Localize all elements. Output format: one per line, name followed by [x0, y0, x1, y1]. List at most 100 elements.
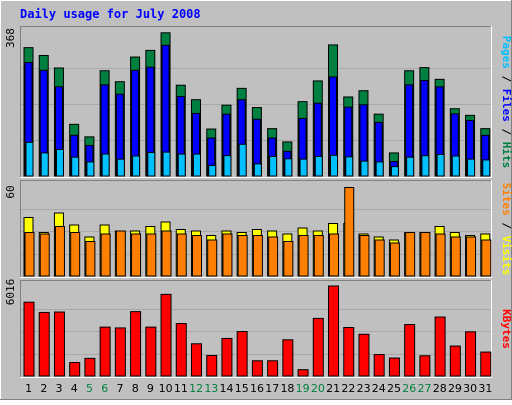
kbytes-bar — [251, 360, 263, 377]
x-day-label: 17 — [265, 382, 279, 395]
kbytes-panel: 6016 KBytes — [4, 279, 512, 378]
sites-bar — [70, 232, 81, 277]
pages-bar — [375, 161, 384, 177]
x-day-label: 13 — [204, 382, 218, 395]
x-day-label: 19 — [296, 382, 310, 395]
hits-panel-side-label-part: Pages — [500, 36, 512, 69]
pages-bar — [177, 153, 186, 177]
sites-bar — [176, 233, 187, 277]
x-day-label: 12 — [189, 382, 203, 395]
pages-bar — [40, 152, 49, 177]
x-day-label: 26 — [402, 382, 416, 395]
x-day-label: 6 — [101, 382, 108, 395]
kbytes-bar — [190, 343, 202, 377]
visits-panel-side-label-part: Sites — [500, 183, 512, 216]
x-day-label: 28 — [433, 382, 447, 395]
kbytes-bar — [358, 333, 370, 377]
x-day-label: 18 — [280, 382, 294, 395]
sites-bar — [329, 233, 340, 277]
sites-bar — [222, 233, 233, 277]
hits-panel-side-label-part: Files — [500, 89, 512, 122]
sites-bar — [100, 233, 111, 277]
kbytes-panel-side-label-part: KBytes — [500, 309, 512, 349]
pages-bar — [86, 161, 95, 177]
kbytes-bar — [145, 326, 157, 377]
kbytes-bar — [23, 301, 35, 377]
sites-bar — [85, 241, 96, 277]
x-day-label: 4 — [71, 382, 78, 395]
pages-bar — [25, 141, 34, 177]
pages-bar — [390, 166, 399, 177]
sites-bar — [161, 230, 172, 277]
pages-bar — [482, 159, 491, 177]
sites-bar — [252, 235, 263, 277]
x-day-label: 16 — [250, 382, 264, 395]
sites-bar — [466, 236, 477, 277]
x-day-label: 30 — [463, 382, 477, 395]
sites-bar — [435, 233, 446, 277]
pages-bar — [284, 158, 293, 177]
x-day-label: 29 — [448, 382, 462, 395]
x-day-label: 8 — [132, 382, 139, 395]
x-day-label: 11 — [174, 382, 188, 395]
hits-panel-side-label-part: Hits — [500, 142, 512, 169]
kbytes-bar — [130, 311, 142, 377]
x-day-label: 3 — [56, 382, 63, 395]
pages-bar — [330, 154, 339, 177]
kbytes-bar — [282, 339, 294, 377]
pages-bar — [467, 158, 476, 177]
kbytes-bar — [84, 357, 96, 377]
pages-bar — [147, 152, 156, 177]
kbytes-bar — [373, 354, 385, 377]
kbytes-bar — [160, 293, 172, 377]
sites-bar — [146, 233, 157, 277]
kbytes-bar — [343, 327, 355, 377]
pages-bar — [436, 153, 445, 177]
kbytes-bar — [434, 316, 446, 377]
sites-bar — [283, 241, 294, 277]
x-day-label: 5 — [86, 382, 93, 395]
sites-bar — [54, 226, 65, 277]
hits-panel-side-label: Pages / Files / Hits — [500, 36, 512, 169]
sites-bar — [24, 232, 35, 277]
sites-bar — [39, 233, 50, 277]
kbytes-bar — [312, 317, 324, 377]
x-day-label: 7 — [116, 382, 123, 395]
kbytes-bar — [465, 331, 477, 377]
sites-bar — [374, 239, 385, 277]
hits-panel-side-label-part: / — [500, 69, 512, 89]
visits-panel-side-label-part: / — [500, 216, 512, 236]
x-axis-day-labels: 1 2 3 4 5 6 7 8 9 10 11 12 13 14 15 16 17 18 19 20 21 22 23 24 2… — [25, 382, 492, 395]
sites-bar — [359, 235, 370, 277]
kbytes-bar — [69, 362, 81, 377]
pages-bar — [406, 156, 415, 177]
pages-bar — [101, 153, 110, 177]
hits-panel-side-label-part: / — [500, 122, 512, 142]
visits-panel-ymax-label: 60 — [4, 185, 17, 198]
pages-bar — [269, 155, 278, 177]
pages-bar — [421, 155, 430, 177]
x-day-label: 2 — [40, 382, 47, 395]
pages-bar — [71, 156, 80, 177]
pages-bar — [132, 155, 141, 177]
chart-title: Daily usage for July 2008 — [20, 7, 201, 21]
sites-bar — [237, 235, 248, 277]
hits-panel-ymax-label: 368 — [4, 28, 17, 48]
kbytes-panel-side-label: KBytes — [500, 309, 512, 349]
visits-panel: 60 Sites / Visits — [4, 180, 512, 278]
kbytes-bar — [38, 311, 50, 377]
x-day-label: 15 — [235, 382, 249, 395]
pages-bar — [253, 163, 262, 177]
visits-panel-side-label-part: Visits — [500, 236, 512, 276]
kbytes-bar — [297, 369, 309, 377]
kbytes-bar — [99, 326, 111, 377]
pages-bar — [192, 153, 201, 177]
kbytes-bar — [114, 327, 126, 377]
sites-bar — [344, 187, 355, 277]
kbytes-bar — [206, 354, 218, 377]
sites-bar — [207, 239, 218, 277]
x-day-label: 25 — [387, 382, 401, 395]
sites-bar — [268, 236, 279, 277]
